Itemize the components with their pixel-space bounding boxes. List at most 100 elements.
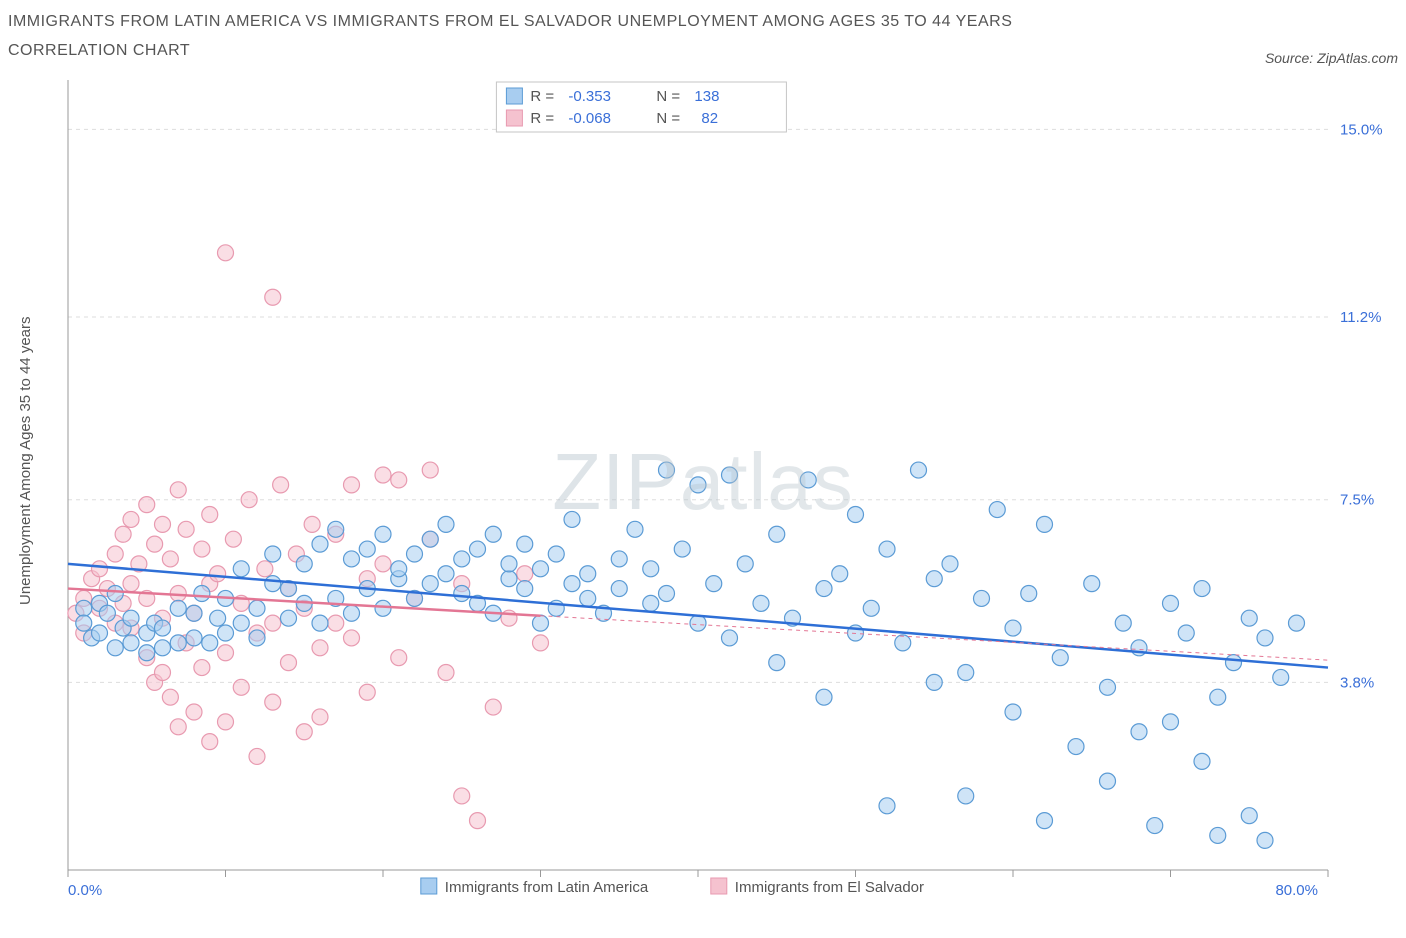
series2-point [257, 560, 273, 576]
series1-point [107, 585, 123, 601]
series1-point [1226, 654, 1242, 670]
series1-point [1194, 580, 1210, 596]
bottom-legend-swatch-2 [711, 878, 727, 894]
series1-point [895, 634, 911, 650]
series1-point [438, 565, 454, 581]
series1-point [1068, 738, 1084, 754]
y-tick-label: 7.5% [1340, 491, 1374, 508]
series1-point [1257, 832, 1273, 848]
series1-point [312, 536, 328, 552]
series2-point [107, 546, 123, 562]
series1-point [643, 560, 659, 576]
series2-point [241, 491, 257, 507]
series2-point [202, 733, 218, 749]
series1-point [344, 551, 360, 567]
series1-point [627, 521, 643, 537]
series2-point [218, 244, 234, 260]
series1-point [816, 689, 832, 705]
series1-point [674, 541, 690, 557]
series1-point [265, 546, 281, 562]
series1-point [1084, 575, 1100, 591]
series2-point [162, 689, 178, 705]
series1-point [816, 580, 832, 596]
series1-point [722, 467, 738, 483]
series2-point [312, 639, 328, 655]
series2-point [170, 718, 186, 734]
series1-point [1241, 610, 1257, 626]
series1-point [1210, 689, 1226, 705]
series1-point [1131, 723, 1147, 739]
series1-point [470, 541, 486, 557]
series1-point [879, 541, 895, 557]
series1-point [737, 555, 753, 571]
series2-point [115, 526, 131, 542]
series1-point [359, 541, 375, 557]
series1-point [312, 615, 328, 631]
series1-point [501, 555, 517, 571]
series1-point [942, 555, 958, 571]
series1-point [155, 620, 171, 636]
y-tick-label: 15.0% [1340, 121, 1383, 138]
series1-point [753, 595, 769, 611]
series1-point [76, 600, 92, 616]
series1-point [1163, 713, 1179, 729]
series1-point [501, 570, 517, 586]
series2-point [344, 476, 360, 492]
series1-point [170, 634, 186, 650]
legend-r-label-2: R = [530, 110, 554, 127]
series1-point [863, 600, 879, 616]
series2-point [328, 615, 344, 631]
series1-point [1147, 817, 1163, 833]
series1-point [958, 788, 974, 804]
series2-point [155, 516, 171, 532]
bottom-legend-label-2: Immigrants from El Salvador [735, 879, 924, 896]
series1-point [92, 625, 108, 641]
series2-point [155, 664, 171, 680]
bottom-legend-swatch-1 [421, 878, 437, 894]
legend-n2-value: 82 [701, 110, 718, 127]
series1-point [1289, 615, 1305, 631]
series2-point [422, 462, 438, 478]
series1-point [690, 615, 706, 631]
series1-point [611, 551, 627, 567]
series1-point [1210, 827, 1226, 843]
legend-n-label: N = [656, 88, 680, 105]
legend-r1-value: -0.353 [568, 88, 611, 105]
series2-point [375, 467, 391, 483]
series2-point [344, 630, 360, 646]
series2-point [194, 541, 210, 557]
series2-point [273, 476, 289, 492]
series2-point [218, 713, 234, 729]
series2-point [281, 654, 297, 670]
series1-point [564, 575, 580, 591]
series1-point [194, 585, 210, 601]
series2-point [454, 788, 470, 804]
series2-point [170, 481, 186, 497]
series1-point [848, 506, 864, 522]
legend-n-label-2: N = [656, 110, 680, 127]
chart-title: IMMIGRANTS FROM LATIN AMERICA VS IMMIGRA… [8, 8, 1012, 66]
series1-point [1194, 753, 1210, 769]
title-line-1: IMMIGRANTS FROM LATIN AMERICA VS IMMIGRA… [8, 13, 1012, 30]
series1-point [107, 639, 123, 655]
series2-point [485, 699, 501, 715]
series2-point [123, 511, 139, 527]
series2-point [92, 560, 108, 576]
series2-point [186, 704, 202, 720]
series1-point [1241, 807, 1257, 823]
series1-point [170, 600, 186, 616]
y-tick-label: 3.8% [1340, 674, 1374, 691]
series2-point [391, 472, 407, 488]
y-tick-label: 11.2% [1340, 309, 1381, 326]
series1-point [517, 580, 533, 596]
series1-point [233, 560, 249, 576]
legend-swatch-1 [506, 88, 522, 104]
series1-point [690, 476, 706, 492]
series1-point [202, 634, 218, 650]
series1-point [659, 585, 675, 601]
series1-point [611, 580, 627, 596]
bottom-legend-label-1: Immigrants from Latin America [445, 879, 649, 896]
series1-point [344, 605, 360, 621]
series1-point [533, 560, 549, 576]
series1-point [296, 555, 312, 571]
